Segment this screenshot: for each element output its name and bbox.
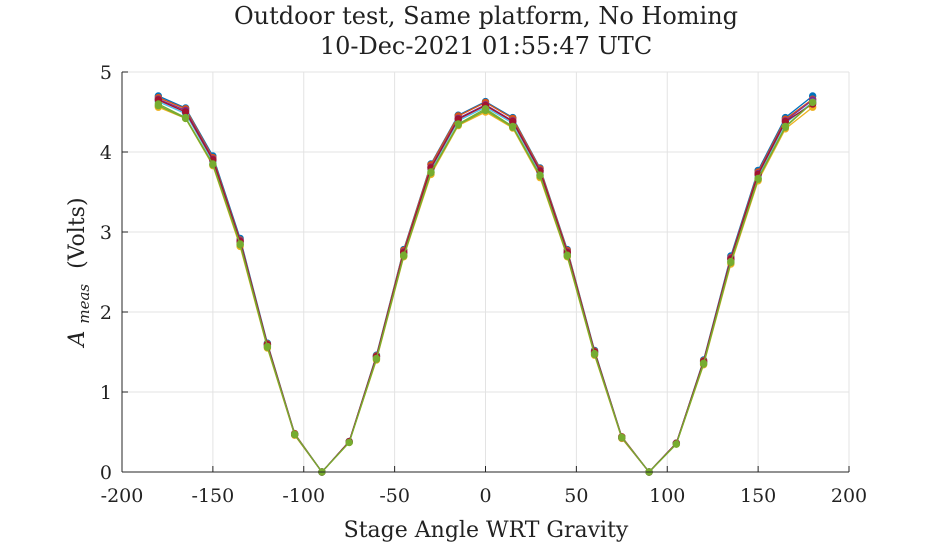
series-group (154, 98, 817, 476)
data-point (754, 174, 762, 183)
y-tick-label: 1 (100, 382, 112, 404)
x-tick-label: 100 (649, 485, 685, 507)
x-tick-label: 200 (831, 485, 867, 507)
data-point (509, 122, 517, 131)
x-tick-label: -100 (282, 485, 325, 507)
data-point (372, 354, 381, 363)
data-point (345, 438, 353, 447)
data-point (563, 251, 571, 259)
data-point (427, 168, 435, 176)
data-point (672, 440, 681, 448)
data-point (808, 98, 817, 107)
y-axis-label: A meas (Volts) (65, 197, 95, 348)
data-point (727, 257, 735, 266)
y-tick-label: 0 (100, 462, 112, 484)
data-point (209, 160, 217, 168)
x-tick-label: -150 (192, 485, 235, 507)
tick-labels: -200 -150 -100 -50 0 50 100 150 200 0 1 2 3 4 5 (100, 62, 867, 507)
y-tick-label: 2 (100, 302, 112, 324)
data-point (536, 171, 544, 179)
data-point (781, 122, 790, 131)
x-axis-label: Stage Angle WRT Gravity (344, 518, 629, 543)
data-point (290, 430, 299, 439)
chart-title-line-2: 10-Dec-2021 01:55:47 UTC (320, 32, 652, 60)
x-tick-label: 50 (564, 485, 588, 507)
x-tick-label: 0 (479, 485, 491, 507)
chart-title-line-1: Outdoor test, Same platform, No Homing (234, 2, 738, 30)
x-tick-label: 150 (740, 485, 776, 507)
data-point (481, 105, 490, 113)
x-tick-label: -200 (101, 485, 144, 507)
y-tick-label: 4 (100, 142, 112, 164)
axes (121, 71, 850, 473)
data-point (454, 120, 462, 128)
y-tick-label: 3 (100, 222, 112, 244)
data-point (181, 113, 190, 122)
y-axis-unit: (Volts) (65, 197, 90, 268)
y-axis-symbol: A (65, 331, 90, 349)
data-point (263, 342, 272, 351)
data-point (590, 349, 599, 358)
data-point (236, 240, 244, 248)
y-tick-label: 5 (100, 62, 112, 84)
y-axis-subscript: meas (75, 284, 93, 324)
data-point (699, 359, 708, 367)
data-point (400, 251, 408, 259)
data-point (154, 100, 163, 108)
x-tick-label: -50 (379, 485, 410, 507)
data-point (618, 433, 626, 442)
